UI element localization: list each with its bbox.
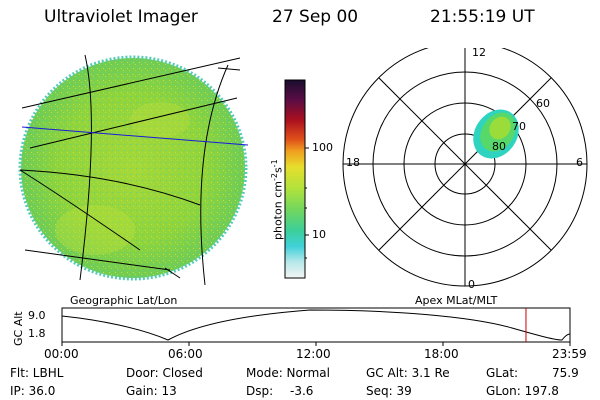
flt-value: Flt: LBHL: [10, 366, 64, 380]
uv-image: [18, 54, 249, 286]
time-label: 21:55:19 UT: [430, 7, 535, 27]
door-value: Door: Closed: [126, 366, 203, 380]
alt-xtick-0600: 06:00: [168, 347, 203, 361]
gain-value: Gain: 13: [126, 384, 177, 398]
alt-ylabel: GC Alt: [12, 311, 25, 346]
ip-value: IP: 36.0: [10, 384, 56, 398]
apex-label: Apex MLat/MLT: [415, 294, 498, 307]
alt-ytick-9: 9.0: [28, 309, 46, 322]
colorbar-unit-label: photon cm-2s-1: [270, 159, 285, 240]
alt-xtick-1200: 12:00: [296, 347, 331, 361]
alt-xtick-1800: 18:00: [424, 347, 459, 361]
lat-label-60: 60: [536, 97, 550, 110]
colorbar-tick-10: 10: [312, 228, 326, 241]
alt-ytick-1: 1.8: [28, 327, 46, 340]
polar-plot: [342, 48, 588, 287]
lat-label-70: 70: [512, 120, 526, 133]
colorbar: [284, 79, 309, 279]
mode-value: Mode: Normal: [246, 366, 330, 380]
alt-xtick-2359: 23:59: [552, 347, 587, 361]
mlt-label-6: 6: [576, 156, 583, 169]
mlt-label-12: 12: [472, 46, 486, 59]
glon-value: GLon: 197.8: [486, 384, 559, 398]
mlt-label-18: 18: [346, 156, 360, 169]
colorbar-tick-100: 100: [312, 141, 333, 154]
altitude-curve: [61, 309, 571, 341]
dsp-value: -3.6: [290, 384, 314, 398]
geographic-grid: [19, 54, 241, 286]
instrument-title: Ultraviolet Imager: [44, 7, 198, 27]
geographic-label: Geographic Lat/Lon: [70, 294, 178, 307]
glat-label: GLat:: [486, 366, 519, 380]
mlt-label-0: 0: [468, 278, 475, 291]
alt-xtick-0000: 00:00: [44, 347, 79, 361]
dsp-label: Dsp:: [246, 384, 274, 398]
glat-value: 75.9: [552, 366, 579, 380]
lat-label-80: 80: [492, 140, 506, 153]
auroral-oval: [473, 109, 519, 159]
seq-value: Seq: 39: [366, 384, 412, 398]
terminator-line: [21, 126, 249, 146]
date-label: 27 Sep 00: [272, 7, 359, 27]
altitude-plot: [61, 307, 571, 346]
gcalt-value: GC Alt: 3.1 Re: [366, 366, 450, 380]
